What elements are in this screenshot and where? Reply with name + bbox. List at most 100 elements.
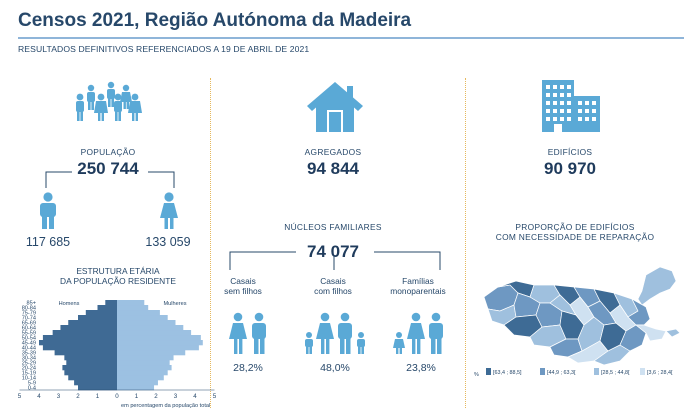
repair-map-title-line1: PROPORÇÃO DE EDIFÍCIOS [515, 222, 635, 232]
pyramid-x-tick-label: 5 [18, 393, 22, 400]
pyramid-title-line1: ESTRUTURA ETÁRIA [76, 266, 160, 276]
column-separator-left [210, 78, 211, 408]
pyramid-men-legend: Homens [59, 301, 80, 307]
population-label: POPULAÇÃO [80, 147, 136, 157]
buildings-value: 90 970 [544, 159, 596, 178]
pyramid-x-tick-label: 0 [115, 393, 119, 400]
pyramid-x-tick-label: 1 [135, 393, 139, 400]
pyramid-bar-women [117, 375, 164, 381]
madeira-repair-map: % [63,4 ; 88,5] [44,9 ; 63,3[[28,5 ; 44,8… [474, 266, 681, 378]
family-type-line1: Casais [320, 276, 346, 286]
buildings-label: EDIFÍCIOS [547, 147, 593, 157]
pyramid-age-label: 0-4 [28, 385, 36, 391]
pyramid-bar-women [117, 300, 145, 306]
family-type-line2: com filhos [314, 286, 352, 296]
legend-label: [63,4 ; 88,5] [493, 370, 522, 376]
map-region [635, 324, 667, 342]
pyramid-age-label: 55-59 [22, 330, 36, 336]
family-type-couples-with-children: Casais com filhos [305, 276, 361, 296]
map-porto-santo [637, 266, 677, 306]
population-bracket [45, 171, 175, 188]
man-icon [40, 192, 56, 229]
pyramid-age-label: 80-84 [22, 305, 36, 311]
family-with-children-icon [305, 312, 365, 354]
pyramid-bar-men [54, 350, 117, 356]
families-value: 74 077 [307, 242, 359, 261]
pyramid-bar-men [78, 315, 117, 321]
population-group-icon [76, 81, 142, 121]
pyramid-age-label: 65-69 [22, 320, 36, 326]
pyramid-women-legend: Mulheres [163, 301, 186, 307]
pyramid-bar-women [117, 350, 186, 356]
legend-label: [3,6 ; 28,4[ [647, 370, 673, 376]
pyramid-bar-men [74, 380, 117, 386]
pyramid-age-label: 45-49 [22, 340, 36, 346]
population-men-value: 117 685 [25, 235, 71, 249]
pyramid-bar-men [68, 320, 117, 326]
pyramid-age-label: 5-9 [28, 380, 36, 386]
pyramid-bar-men [66, 360, 117, 366]
pyramid-bar-women [117, 325, 184, 331]
pyramid-bar-women [117, 310, 160, 316]
population-value: 250 744 [77, 159, 139, 178]
pyramid-bar-men [60, 325, 117, 331]
families-bracket [229, 251, 441, 270]
family-type-line2: monoparentais [390, 286, 446, 296]
pyramid-x-tick-label: 4 [37, 393, 41, 400]
pyramid-x-tick-label: 1 [96, 393, 100, 400]
pyramid-age-label: 35-39 [22, 350, 36, 356]
family-pct-single-parent: 23,8% [406, 362, 436, 374]
family-type-line1: Famílias [402, 276, 434, 286]
pyramid-x-tick-label: 2 [76, 393, 80, 400]
pyramid-bar-men [64, 355, 117, 361]
pyramid-bar-women [117, 320, 176, 326]
pyramid-bar-men [39, 340, 117, 346]
single-parent-icon [393, 312, 443, 354]
couple-icon [229, 312, 266, 354]
pyramid-bar-women [117, 345, 199, 351]
buildings-icon [542, 80, 600, 132]
pyramid-bar-women [117, 305, 149, 311]
pyramid-age-label: 50-54 [22, 335, 36, 341]
pyramid-bar-men [42, 345, 117, 351]
pyramid-bar-women [117, 330, 192, 336]
house-icon [307, 82, 363, 132]
pyramid-title: ESTRUTURA ETÁRIA DA POPULAÇÃO RESIDENTE [20, 266, 216, 286]
pyramid-bar-men [97, 305, 117, 311]
pyramid-age-label: 30-34 [22, 355, 36, 361]
pyramid-x-tick-label: 2 [154, 393, 158, 400]
pyramid-bar-men [52, 330, 117, 336]
pyramid-age-label: 25-29 [22, 360, 36, 366]
legend-swatch [640, 368, 645, 375]
family-type-single-parent: Famílias monoparentais [380, 276, 456, 296]
households-label: AGREGADOS [304, 147, 362, 157]
family-type-couples-no-children: Casais sem filhos [215, 276, 271, 296]
page-title: Censos 2021, Região Autónoma da Madeira [18, 10, 412, 31]
pyramid-bar-men [62, 365, 117, 371]
pyramid-title-line2: DA POPULAÇÃO RESIDENTE [60, 276, 176, 286]
legend-label: [28,5 ; 44,8[ [601, 370, 630, 376]
pyramid-bar-women [117, 370, 168, 376]
pyramid-bar-women [117, 360, 170, 366]
pyramid-bar-men [78, 385, 117, 391]
woman-icon [160, 192, 178, 229]
pyramid-bar-men [105, 300, 117, 306]
pyramid-bar-women [117, 380, 158, 386]
column-separator-right [465, 78, 466, 408]
pyramid-age-label: 20-24 [22, 365, 36, 371]
repair-map-title: PROPORÇÃO DE EDIFÍCIOS COM NECESSIDADE D… [478, 222, 672, 242]
legend-swatch [486, 368, 491, 375]
pyramid-age-label: 85+ [27, 300, 37, 306]
pyramid-age-label: 40-44 [22, 345, 36, 351]
pyramid-bar-men [85, 310, 117, 316]
pyramid-age-label: 75-79 [22, 310, 36, 316]
family-pct-couples-no-children: 28,2% [233, 362, 263, 374]
pyramid-age-label: 15-19 [22, 370, 36, 376]
pyramid-bar-men [68, 375, 117, 381]
pyramid-age-label: 60-64 [22, 325, 36, 331]
pyramid-x-axis-label: em percentagem da população total [121, 403, 210, 409]
pyramid-x-tick-label: 4 [193, 393, 197, 400]
pyramid-bar-women [117, 315, 168, 321]
population-women-value: 133 059 [145, 235, 191, 249]
